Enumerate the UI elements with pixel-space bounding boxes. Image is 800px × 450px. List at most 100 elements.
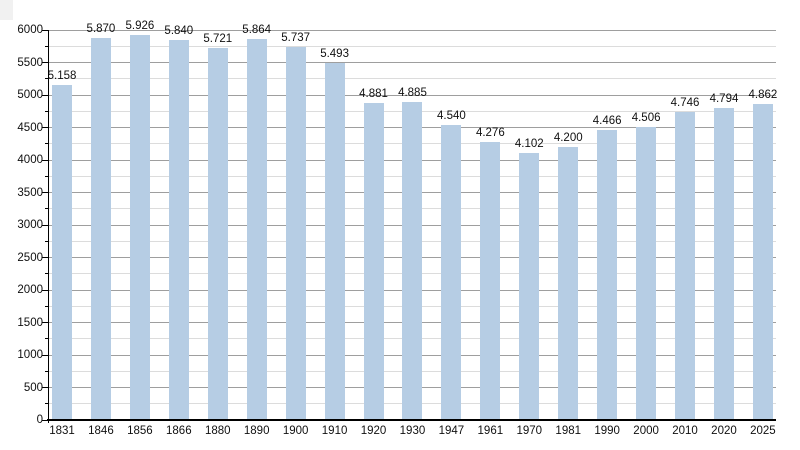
bar-value-label: 4.881 [359,87,388,100]
y-axis-tick [42,127,49,128]
bar-value-label: 4.885 [398,87,427,100]
bar-value-label: 4.200 [553,132,583,144]
y-axis-tick [45,175,49,177]
gridline-minor [49,78,776,80]
y-axis-label: 0 [36,414,43,426]
x-axis-label: 1910 [321,425,348,437]
bar-value-label: 5.493 [320,47,349,60]
bar-1930 [402,102,423,420]
x-axis-label: 2020 [711,425,737,437]
x-axis-label: 2010 [672,425,698,437]
y-axis-tick [45,78,49,80]
bar-value-label: 4.102 [514,138,544,151]
y-axis-tick [45,338,49,340]
y-axis-label: 3000 [17,219,43,231]
y-axis-tick [42,192,49,193]
bar-1981 [558,147,579,420]
x-axis-label: 1920 [360,425,387,437]
bar-1920 [363,102,384,420]
y-axis-tick [45,240,49,242]
gridline-minor [49,45,776,47]
bar-2020 [713,108,734,420]
x-axis-label: 1970 [516,425,543,437]
x-axis-label: 1981 [555,425,582,437]
y-axis-tick [42,419,49,421]
x-axis-label: 1831 [49,425,75,437]
bar-1846 [90,38,111,420]
bar-value-label: 5.737 [281,32,311,45]
bar-1856 [129,34,150,420]
bar-1866 [168,40,189,420]
bar-value-label: 4.466 [592,114,622,127]
bar-1970 [519,153,540,420]
bar-1947 [441,124,462,420]
x-axis-label: 1947 [438,425,465,437]
y-axis-tick [42,94,49,96]
bar-2010 [675,111,696,420]
bar-1910 [324,62,345,420]
y-axis-tick [45,110,49,112]
bar-value-label: 4.746 [670,96,700,109]
bar-1880 [207,48,228,420]
y-axis-label: 4500 [17,121,43,134]
y-axis-label: 1000 [17,349,43,361]
bar-1900 [285,47,306,420]
bar-value-label: 5.840 [164,25,194,38]
x-axis-label: 1856 [127,425,153,437]
y-axis-label: 2000 [17,284,43,296]
bar-value-label: 5.158 [47,69,77,82]
x-axis-label: 2025 [750,425,776,437]
y-axis-tick [42,62,49,63]
bar-value-label: 4.540 [437,109,466,122]
bar-1890 [246,38,267,420]
y-axis-tick [45,45,49,47]
bar-value-label: 4.276 [475,127,505,140]
bar-value-label: 4.862 [748,88,778,101]
x-axis-label: 1846 [88,425,114,437]
x-axis-label: 1880 [204,425,231,437]
y-axis-tick [45,305,49,307]
y-axis-tick [42,322,49,323]
bar-value-label: 5.870 [86,23,116,36]
x-axis-label: 1900 [282,425,309,437]
y-axis-label: 5500 [17,56,43,69]
x-axis-label: 2000 [633,425,659,437]
gridline-major [49,62,776,63]
bar-value-label: 5.864 [242,23,272,36]
bar-2000 [636,127,657,420]
bar-1990 [597,129,618,420]
x-axis-label: 1890 [243,425,270,437]
y-axis-tick [42,257,49,258]
y-axis-tick [42,289,49,291]
y-axis-line [48,30,49,423]
bar-2025 [752,103,773,420]
bar-1831 [52,84,72,420]
x-axis-line [47,419,776,421]
corner-artifact [0,0,13,20]
gridline-major [49,94,776,96]
y-axis-tick [42,29,49,31]
x-axis-label: 1990 [594,425,620,437]
gridline-major [49,29,776,31]
x-axis-label: 1961 [477,425,504,437]
bar-value-label: 4.794 [709,93,739,106]
bar-value-label: 4.506 [631,112,661,125]
y-axis-tick [45,273,49,275]
y-axis-label: 1500 [17,316,43,329]
y-axis-tick [45,143,49,145]
y-axis-label: 3500 [17,186,43,199]
y-axis-tick [42,159,49,161]
bar-value-label: 5.721 [203,33,233,46]
y-axis-label: 5000 [17,89,43,101]
y-axis-tick [42,224,49,226]
y-axis-tick [45,403,49,405]
y-axis-label: 6000 [17,24,43,36]
y-axis-label: 2500 [17,251,43,264]
x-axis-label: 1866 [166,425,192,437]
bar-1961 [480,142,501,420]
y-axis-tick [42,354,49,356]
bar-value-label: 5.926 [125,19,155,32]
y-axis-label: 4000 [17,154,43,166]
x-axis-label: 1930 [399,425,426,437]
